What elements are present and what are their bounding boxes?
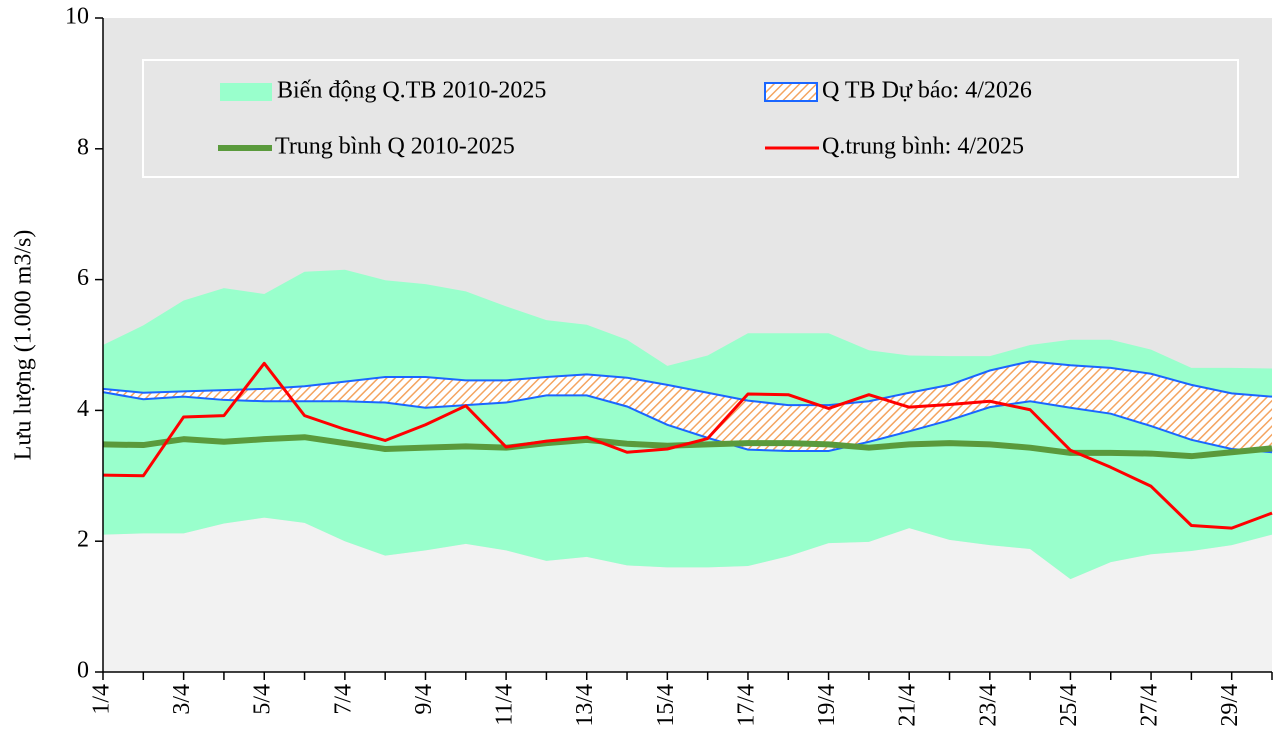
x-tick-label: 13/4	[572, 684, 598, 727]
x-tick-label: 3/4	[169, 684, 195, 715]
x-tick-label: 1/4	[89, 684, 115, 715]
band-upper-line	[102, 360, 1273, 407]
x-tick-label: 29/4	[1217, 684, 1243, 727]
x-tick-label: 7/4	[330, 684, 356, 715]
legend-label: Trung bình Q 2010-2025	[275, 134, 515, 160]
legend-box	[142, 59, 1239, 178]
y-tick-label: 10	[65, 4, 89, 30]
y-tick-label: 2	[77, 527, 89, 553]
x-tick-label: 27/4	[1137, 684, 1163, 727]
legend-label: Q TB Dự báo: 4/2026	[822, 78, 1032, 104]
x-tick-label: 5/4	[250, 684, 276, 715]
legend-label: Q.trung bình: 4/2025	[822, 134, 1024, 160]
y-tick-label: 0	[77, 658, 89, 684]
x-tick-label: 9/4	[411, 684, 437, 715]
y-axis-label: Lưu lượng (1.000 m3/s)	[11, 230, 37, 461]
y-tick-label: 8	[77, 134, 89, 160]
legend-swatch	[764, 82, 818, 102]
y-tick-label: 6	[77, 265, 89, 291]
y-tick-label: 4	[77, 396, 89, 422]
band-area	[103, 361, 1272, 453]
legend-label: Biến động Q.TB 2010-2025	[277, 78, 546, 104]
legend-swatch	[220, 83, 272, 101]
lower-background	[103, 517, 1272, 672]
x-tick-label: 25/4	[1056, 684, 1082, 727]
line	[102, 361, 1273, 530]
x-tick-label: 11/4	[492, 684, 518, 726]
x-tick-label: 21/4	[895, 684, 921, 727]
x-tick-label: 17/4	[733, 684, 759, 727]
x-tick-label: 19/4	[814, 684, 840, 727]
band-lower-line	[102, 391, 1273, 454]
x-tick-label: 23/4	[975, 684, 1001, 727]
x-tick-label: 15/4	[653, 684, 679, 727]
